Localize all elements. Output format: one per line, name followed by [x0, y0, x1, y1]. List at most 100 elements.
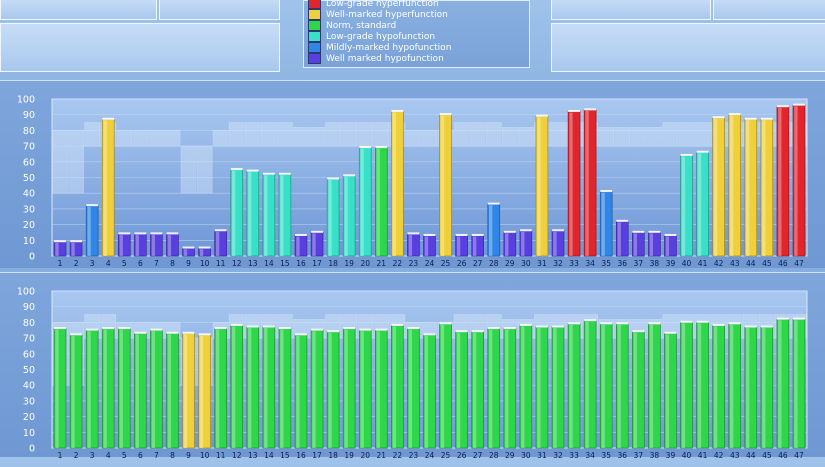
bar-cap: [70, 240, 83, 243]
y-tick-label: 40: [23, 189, 35, 200]
x-tick-label: 8: [170, 259, 175, 268]
x-tick-label: 36: [617, 259, 627, 268]
bar-highlight: [231, 170, 236, 256]
bar-cap: [118, 327, 131, 330]
bar-highlight: [489, 329, 493, 448]
bar-cap: [712, 323, 725, 326]
bar-highlight: [71, 242, 75, 256]
norm-range-band: [116, 130, 133, 147]
norm-range-band: [485, 122, 502, 147]
x-tick-label: 39: [666, 259, 676, 268]
bar-cap: [375, 328, 388, 331]
x-tick-label: 33: [569, 259, 579, 268]
x-tick-label: 26: [457, 259, 467, 268]
bar-cap: [616, 322, 629, 325]
bar-highlight: [280, 329, 284, 448]
bar-highlight: [264, 328, 268, 448]
x-tick-label: 22: [393, 259, 403, 268]
bar-highlight: [424, 236, 429, 256]
bar-cap: [70, 333, 83, 336]
norm-range-band: [678, 122, 695, 147]
bar-highlight: [392, 112, 396, 256]
bar-cap: [519, 323, 532, 326]
legend-swatch: [308, 31, 321, 42]
x-tick-label: 41: [698, 259, 708, 268]
bar-cap: [423, 333, 436, 336]
legend-item-low-grade-hypofunction: Low-grade hypofunction: [308, 31, 435, 42]
bar-cap: [214, 327, 227, 330]
bar-cap: [632, 230, 645, 233]
bar-highlight: [135, 235, 139, 256]
legend-swatch: [308, 0, 321, 9]
bar-highlight: [569, 112, 573, 256]
bar-highlight: [87, 331, 91, 448]
bar-highlight: [392, 326, 396, 448]
legend-label: Well marked hypofunction: [326, 54, 444, 64]
bar-highlight: [489, 205, 493, 256]
bar-cap: [375, 146, 388, 149]
norm-range-band: [84, 122, 100, 147]
legend-item-norm-standard: Norm, standard: [308, 20, 396, 31]
x-tick-label: 47: [794, 259, 804, 268]
bar-cap: [536, 325, 548, 328]
bar-cap: [600, 322, 613, 325]
bar-cap: [118, 232, 131, 235]
bar-highlight: [215, 231, 220, 256]
bar-highlight: [553, 231, 557, 256]
bar-highlight: [199, 249, 204, 256]
bar-cap: [680, 320, 693, 323]
bar-highlight: [762, 120, 766, 256]
norm-range-band: [501, 126, 518, 147]
bar-cap: [86, 204, 99, 207]
bar-highlight: [601, 192, 605, 256]
y-tick-label: 60: [23, 349, 35, 360]
legend-item-mildly-marked-hypofunction: Mildly-marked hypofunction: [308, 42, 451, 53]
bar-cap: [327, 177, 340, 180]
bar-cap: [278, 327, 291, 330]
bar-cap: [102, 327, 115, 330]
bar-highlight: [248, 328, 252, 448]
norm-range-band: [196, 145, 213, 194]
bar-highlight: [119, 235, 123, 256]
bar-highlight: [601, 324, 605, 448]
bar-highlight: [55, 242, 59, 256]
y-tick-label: 70: [23, 334, 35, 345]
x-tick-label: 11: [216, 259, 226, 268]
norm-range-band: [132, 130, 149, 147]
bar-highlight: [103, 329, 107, 448]
bar-cap: [471, 233, 484, 236]
bar-highlight: [665, 236, 670, 256]
bar-highlight: [264, 175, 268, 256]
bar-cap: [278, 172, 291, 175]
bar-cap: [343, 174, 356, 177]
norm-range-band: [405, 130, 422, 147]
x-tick-label: 3: [90, 259, 95, 268]
bar-highlight: [505, 329, 509, 448]
bar-cap: [439, 322, 452, 325]
bar-highlight: [472, 332, 477, 448]
x-tick-label: 30: [521, 259, 531, 268]
norm-range-band: [228, 122, 245, 147]
bar-cap: [230, 168, 243, 171]
norm-range-band: [421, 130, 438, 147]
norm-range-band: [357, 122, 374, 147]
bar-cap: [391, 109, 404, 112]
y-tick-label: 10: [23, 428, 35, 439]
bar-cap: [262, 172, 275, 175]
x-tick-label: 28: [489, 259, 499, 268]
legend-item-well-marked-hypofunction: Well marked hypofunction: [308, 53, 444, 64]
bar-cap: [359, 328, 372, 331]
x-tick-label: 31: [537, 259, 547, 268]
top-panel-right-1: [551, 0, 711, 20]
bar-cap: [230, 323, 243, 326]
bar-cap: [246, 169, 259, 172]
bar-highlight: [360, 148, 364, 256]
bar-highlight: [248, 172, 252, 256]
y-tick-label: 50: [23, 365, 35, 376]
bar-highlight: [408, 235, 413, 256]
bar-cap: [150, 232, 163, 235]
legend-item-well-marked-hyperfunction: Well-marked hyperfunction: [308, 9, 448, 20]
top-panel-right-2: [713, 0, 825, 20]
x-tick-label: 34: [585, 259, 595, 268]
